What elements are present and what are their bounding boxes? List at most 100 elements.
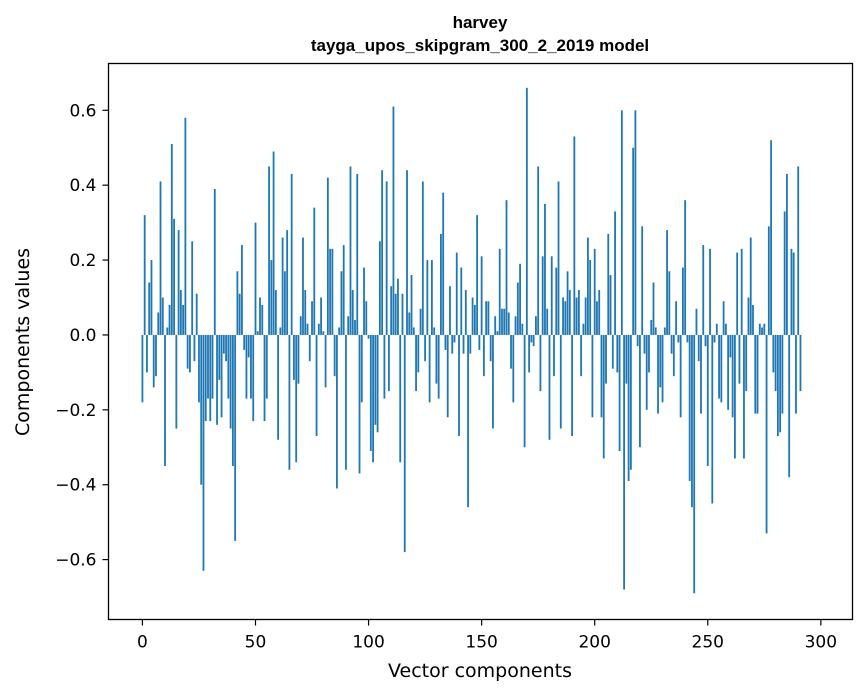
bar (202, 334, 205, 571)
bar (367, 334, 370, 339)
bar (648, 334, 650, 373)
bar (351, 290, 354, 335)
bar (227, 334, 230, 399)
plot-area-frame (107, 62, 854, 621)
x-tick-label: 0 (137, 633, 148, 653)
bar (430, 260, 433, 335)
bar (340, 271, 343, 335)
bar (390, 286, 393, 335)
bar (256, 331, 259, 335)
bar (544, 203, 546, 335)
bar (652, 282, 655, 335)
bar (175, 334, 178, 429)
bar (492, 334, 494, 429)
bar (419, 308, 422, 335)
bar (718, 334, 720, 399)
bar (702, 245, 705, 335)
bar (641, 226, 644, 335)
bar (650, 319, 653, 335)
bar (799, 334, 802, 392)
bar (270, 260, 273, 335)
bar (453, 334, 456, 343)
bar (191, 241, 194, 335)
bar (503, 308, 506, 335)
bar (577, 290, 580, 335)
bar (593, 248, 596, 335)
bar (587, 237, 589, 335)
bar (455, 252, 458, 335)
bar (471, 297, 474, 335)
bar (254, 222, 257, 335)
bar (781, 334, 784, 414)
bar (776, 334, 779, 437)
bar (231, 334, 234, 466)
bar (458, 334, 460, 437)
bar (559, 334, 562, 429)
bar (150, 260, 153, 335)
bar (562, 297, 564, 335)
bar (553, 334, 555, 377)
bar (704, 334, 707, 347)
bar (675, 301, 678, 335)
bar (170, 144, 173, 335)
bar (636, 334, 639, 347)
bar (277, 334, 280, 440)
bar (697, 334, 700, 362)
bar (792, 252, 795, 335)
bar (313, 207, 316, 335)
bar (688, 334, 691, 481)
bar (756, 334, 759, 414)
bar (767, 226, 770, 335)
bar (360, 334, 363, 403)
bar (331, 248, 334, 335)
bar (659, 334, 662, 388)
bar (634, 110, 637, 335)
bar (596, 301, 598, 335)
bar (618, 334, 621, 452)
bar (464, 290, 467, 335)
bar (496, 331, 499, 335)
bar (152, 334, 155, 388)
bar (245, 334, 248, 399)
bar (643, 334, 646, 354)
bar (211, 334, 214, 399)
bar (700, 334, 702, 414)
bar (738, 334, 741, 384)
bar (729, 334, 732, 358)
bar (607, 233, 610, 335)
bar (462, 334, 465, 354)
bar (627, 334, 630, 481)
bar (736, 252, 739, 335)
bar (308, 334, 311, 362)
bar (722, 301, 725, 335)
bar (247, 334, 250, 358)
bar (672, 334, 675, 377)
bar (584, 297, 587, 335)
bar (268, 166, 270, 335)
bar (510, 334, 512, 369)
bar (444, 334, 447, 350)
bar (772, 334, 775, 373)
bar (749, 237, 752, 335)
x-axis-label: Vector components (388, 660, 572, 682)
bar (372, 334, 374, 463)
bar (397, 278, 399, 335)
bar (155, 334, 157, 377)
bar (315, 334, 318, 437)
bar (299, 316, 302, 335)
bar (143, 215, 146, 335)
bar (546, 308, 549, 335)
bar (582, 323, 585, 335)
bar (320, 297, 322, 335)
y-tick-label: 0.2 (69, 251, 96, 271)
bar (281, 237, 284, 335)
bar (417, 334, 420, 373)
bar (179, 290, 182, 335)
bar (476, 215, 479, 335)
bar (164, 334, 166, 466)
bar (433, 327, 436, 335)
bar (238, 293, 241, 335)
bar (157, 312, 160, 335)
bar (713, 334, 716, 343)
